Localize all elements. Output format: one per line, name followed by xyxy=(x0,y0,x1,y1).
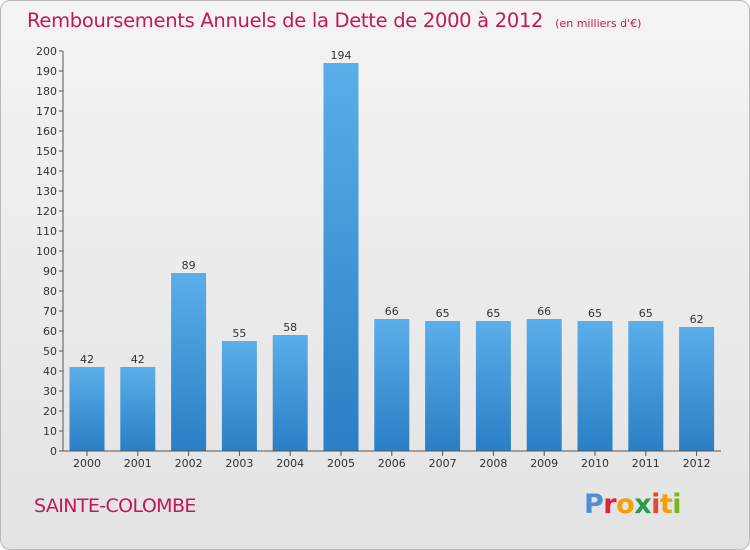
y-tick-label: 140 xyxy=(36,165,57,178)
data-label: 42 xyxy=(80,353,94,366)
bar xyxy=(425,321,461,451)
y-tick-label: 0 xyxy=(50,445,57,458)
data-label: 62 xyxy=(690,313,704,326)
logo-letter: P xyxy=(584,489,604,520)
x-tick-label: 2003 xyxy=(225,457,253,470)
x-tick-label: 2001 xyxy=(124,457,152,470)
logo-letter: o xyxy=(616,489,635,520)
bar xyxy=(171,273,207,451)
data-label: 194 xyxy=(331,49,352,62)
bars: 42 42 89 55 58 194 66 65 65 66 65 65 62 xyxy=(69,49,715,451)
y-tick-label: 60 xyxy=(43,325,57,338)
bar xyxy=(628,321,664,451)
bar xyxy=(120,367,156,451)
data-label: 66 xyxy=(537,305,551,318)
data-label: 65 xyxy=(486,307,500,320)
logo-letter: i xyxy=(651,489,660,520)
y-tick-label: 120 xyxy=(36,205,57,218)
x-tick-label: 2012 xyxy=(683,457,711,470)
x-tick-label: 2009 xyxy=(530,457,558,470)
x-tick-label: 2000 xyxy=(73,457,101,470)
bar xyxy=(221,341,257,451)
x-tick-label: 2005 xyxy=(327,457,355,470)
y-tick-label: 170 xyxy=(36,105,57,118)
y-tick-label: 80 xyxy=(43,285,57,298)
y-tick-label: 200 xyxy=(36,45,57,58)
y-tick-label: 50 xyxy=(43,345,57,358)
data-label: 65 xyxy=(588,307,602,320)
x-tick-label: 2006 xyxy=(378,457,406,470)
data-label: 89 xyxy=(182,259,196,272)
x-tick-label: 2010 xyxy=(581,457,609,470)
bar xyxy=(679,327,715,451)
bar xyxy=(526,319,562,451)
data-label: 58 xyxy=(283,321,297,334)
city-name: SAINTE-COLOMBE xyxy=(34,495,196,517)
logo-letter: i xyxy=(672,489,682,520)
bar xyxy=(272,335,308,451)
y-tick-label: 70 xyxy=(43,305,57,318)
y-tick-label: 110 xyxy=(36,225,57,238)
data-label: 66 xyxy=(385,305,399,318)
logo-letter: r xyxy=(603,489,617,520)
y-tick-label: 90 xyxy=(43,265,57,278)
bar xyxy=(323,63,359,451)
y-tick-label: 40 xyxy=(43,365,57,378)
logo-letter: t xyxy=(659,489,673,520)
y-tick-label: 190 xyxy=(36,65,57,78)
bar xyxy=(69,367,105,451)
chart-title: Remboursements Annuels de la Dette de 20… xyxy=(27,9,641,32)
y-tick-label: 30 xyxy=(43,385,57,398)
x-tick-label: 2002 xyxy=(175,457,203,470)
y-tick-label: 100 xyxy=(36,245,57,258)
data-label: 65 xyxy=(436,307,450,320)
bar xyxy=(475,321,511,451)
y-tick-label: 10 xyxy=(43,425,57,438)
bar xyxy=(577,321,613,451)
x-tick-label: 2004 xyxy=(276,457,304,470)
x-tick-label: 2008 xyxy=(479,457,507,470)
data-label: 55 xyxy=(232,327,246,340)
y-tick-label: 20 xyxy=(43,405,57,418)
y-axis: 0 10 20 30 40 50 60 70 80 90 100 110 120 130 140 150 160… xyxy=(36,45,64,458)
y-tick-label: 160 xyxy=(36,125,57,138)
y-tick-label: 180 xyxy=(36,85,57,98)
x-tick-label: 2007 xyxy=(429,457,457,470)
x-axis: 2000 2001 2002 2003 2004 2005 2006 2007 2008 2009… xyxy=(63,450,721,470)
data-label: 42 xyxy=(131,353,145,366)
unit-label: (en milliers d'€) xyxy=(555,17,642,30)
x-tick-label: 2011 xyxy=(632,457,660,470)
proxiti-logo[interactable]: Proxiti xyxy=(584,489,682,520)
y-tick-label: 150 xyxy=(36,145,57,158)
y-tick-label: 130 xyxy=(36,185,57,198)
title-text: Remboursements Annuels de la Dette de 20… xyxy=(27,9,544,32)
data-label: 65 xyxy=(639,307,653,320)
bar xyxy=(374,319,410,451)
logo-letter: x xyxy=(634,489,652,520)
